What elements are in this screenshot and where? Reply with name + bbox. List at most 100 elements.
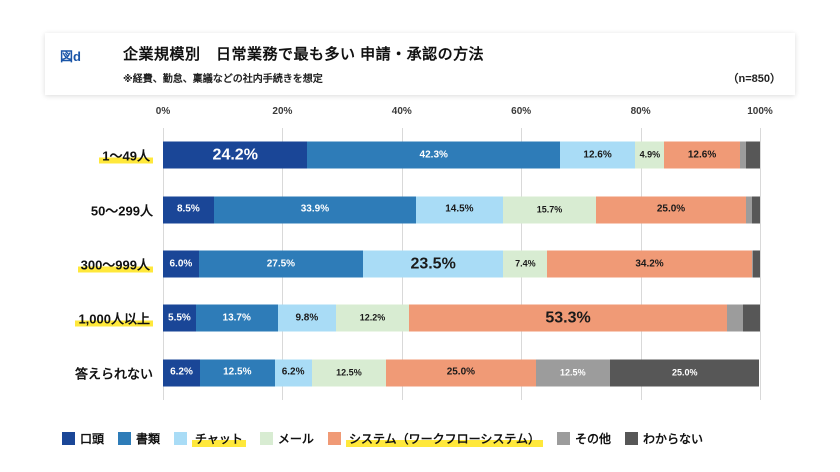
bar-rows: 1〜49人 24.2% 42.3% 12.6% 4.9% 12.6% 50〜299人 8.5%… [0, 128, 840, 400]
segment-value-label: 27.5% [266, 258, 296, 270]
category-label-text: 50〜299人 [90, 203, 153, 219]
category-label-text: 1〜49人 [99, 148, 153, 164]
bar-segment: 42.3% [307, 141, 560, 169]
bar-segment: 6.0% [163, 250, 199, 278]
legend-color-swatch [327, 431, 341, 445]
bar-row: 1〜49人 24.2% 42.3% 12.6% 4.9% 12.6% [0, 128, 840, 182]
segment-value-label: 6.2% [170, 366, 193, 378]
bar-row: 1,000人以上 5.5% 13.7% 9.8% 12.2% 53.3% [0, 291, 840, 345]
segment-value-label: 9.8% [295, 312, 319, 324]
segment-value-label: 12.2% [359, 312, 386, 323]
title-block: 企業規模別 日常業務で最も多い 申請・承認の方法 ※経費、勤怠、稟議などの社内手… [123, 33, 728, 95]
bar-segment [743, 304, 760, 332]
bar-segment: 15.7% [502, 196, 597, 224]
segment-value-label: 7.4% [515, 258, 536, 269]
bar-segment: 5.5% [163, 304, 196, 332]
segment-value-label: 13.7% [222, 312, 251, 324]
bar-segment: 12.5% [311, 359, 387, 387]
x-tick-label: 60% [511, 106, 532, 117]
x-tick-label: 0% [155, 106, 171, 117]
stacked-bar: 6.0% 27.5% 23.5% 7.4% 34.2% [163, 250, 760, 278]
segment-value-label: 15.7% [536, 204, 563, 215]
segment-value-label: 23.5% [410, 255, 456, 273]
bar-row: 答えられない 6.2% 12.5% 6.2% 12.5% 25.0% 12.5% 25.0% [0, 346, 840, 400]
bar-segment: 12.2% [336, 304, 409, 332]
bar-row: 300〜999人 6.0% 27.5% 23.5% 7.4% 34.2% [0, 237, 840, 291]
legend-item: 書類 [118, 430, 160, 447]
bar-segment: 7.4% [503, 250, 548, 278]
legend-item-label: チャット [192, 429, 246, 447]
bar-segment: 33.9% [213, 196, 417, 224]
bar-segment: 14.5% [416, 196, 503, 224]
sample-size: （n=850） [727, 73, 782, 85]
legend-item: システム（ワークフローシステム） [327, 429, 543, 447]
bar-segment [745, 141, 760, 169]
bar-segment: 6.2% [274, 359, 312, 387]
legend-color-swatch [259, 431, 273, 445]
bar-segment [751, 196, 760, 224]
chart-header: 図d 企業規模別 日常業務で最も多い 申請・承認の方法 ※経費、勤怠、稟議などの… [45, 33, 795, 95]
segment-value-label: 12.5% [336, 367, 362, 378]
segment-value-label: 4.9% [639, 149, 661, 160]
legend-item-label: 口頭 [80, 431, 105, 446]
legend-color-swatch [174, 431, 188, 445]
segment-value-label: 12.5% [223, 366, 252, 378]
segment-value-label: 8.5% [176, 203, 200, 215]
bar-segment: 25.0% [386, 359, 536, 387]
legend: 口頭 書類 チャット メール システム（ワークフローシステム） その他 わからない [62, 425, 832, 451]
figure-tag: 図d [60, 49, 81, 64]
segment-value-label: 12.5% [560, 367, 586, 378]
segment-value-label: 24.2% [212, 146, 258, 164]
category-label-text: 答えられない [74, 366, 153, 382]
x-tick-label: 40% [391, 106, 412, 117]
segment-value-label: 6.0% [169, 258, 193, 270]
legend-color-swatch [62, 431, 75, 445]
segment-value-label: 25.0% [656, 203, 686, 215]
segment-value-label: 34.2% [635, 258, 664, 270]
segment-value-label: 53.3% [545, 309, 591, 327]
stacked-bar: 6.2% 12.5% 6.2% 12.5% 25.0% 12.5% 25.0% [163, 359, 760, 387]
bar-segment [752, 250, 760, 278]
legend-item-label: その他 [574, 431, 611, 446]
segment-value-label: 42.3% [419, 149, 448, 161]
bar-segment: 12.6% [664, 141, 740, 169]
legend-item: チャット [174, 429, 246, 447]
stacked-bar: 5.5% 13.7% 9.8% 12.2% 53.3% [163, 304, 760, 332]
stacked-bar: 8.5% 33.9% 14.5% 15.7% 25.0% [163, 196, 760, 224]
category-label: 1,000人以上 [0, 309, 153, 328]
x-tick-label: 80% [630, 106, 651, 117]
x-axis: 0% 20% 40% 60% 80% 100% [156, 106, 773, 120]
category-label-text: 1,000人以上 [75, 311, 153, 327]
segment-value-label: 12.6% [583, 149, 612, 161]
category-label-text: 300〜999人 [77, 257, 153, 273]
segment-value-label: 14.5% [445, 203, 474, 215]
chart-subtitle: ※経費、勤怠、稟議などの社内手続きを想定 [123, 74, 323, 85]
bar-segment: 13.7% [195, 304, 278, 332]
segment-value-label: 25.0% [446, 366, 476, 378]
bar-segment: 27.5% [198, 250, 363, 278]
segment-value-label: 5.5% [168, 312, 191, 324]
bar-segment: 53.3% [408, 304, 728, 332]
bar-segment: 34.2% [547, 250, 752, 278]
segment-value-label: 25.0% [671, 367, 698, 378]
bar-segment: 6.2% [163, 359, 200, 387]
legend-item: わからない [625, 430, 703, 447]
legend-item-label: メール [277, 431, 314, 446]
bar-segment [751, 250, 753, 278]
legend-item-label: わからない [643, 431, 704, 446]
bar-segment: 25.0% [596, 196, 746, 224]
bar-segment: 23.5% [362, 250, 504, 278]
category-label: 300〜999人 [0, 255, 153, 274]
x-tick-label: 20% [272, 106, 293, 117]
bar-row: 50〜299人 8.5% 33.9% 14.5% 15.7% 25.0% [0, 182, 840, 236]
bar-segment: 12.5% [535, 359, 611, 387]
category-label: 50〜299人 [0, 200, 153, 219]
bar-segment: 12.6% [559, 141, 636, 169]
chart-title: 企業規模別 日常業務で最も多い 申請・承認の方法 [123, 46, 485, 63]
category-label: 答えられない [0, 363, 153, 382]
legend-item: その他 [556, 430, 611, 447]
legend-item: メール [259, 430, 314, 447]
segment-value-label: 6.2% [281, 366, 305, 378]
legend-color-swatch [118, 431, 132, 445]
bar-segment: 8.5% [163, 196, 214, 224]
